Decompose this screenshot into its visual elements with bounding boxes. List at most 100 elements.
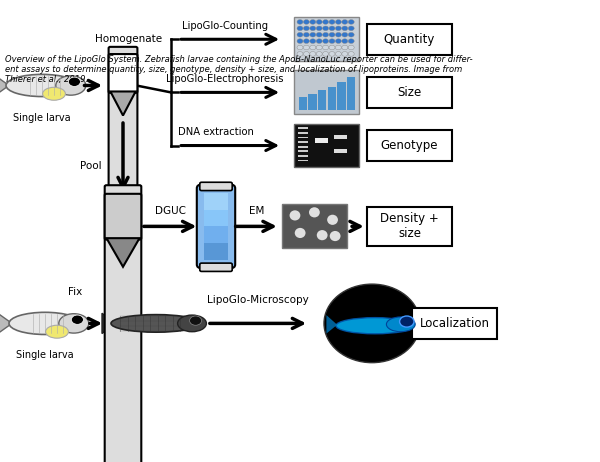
Circle shape: [310, 26, 316, 30]
FancyBboxPatch shape: [204, 210, 228, 226]
Circle shape: [348, 45, 354, 50]
Text: LipoGlo-Microscopy: LipoGlo-Microscopy: [207, 295, 309, 305]
Circle shape: [323, 19, 329, 24]
FancyBboxPatch shape: [367, 207, 452, 246]
Circle shape: [335, 32, 341, 37]
Text: Overview of the LipoGlo System. Zebrafish larvae containing the ApoB-NanoLuc rep: Overview of the LipoGlo System. Zebrafis…: [5, 55, 472, 85]
Polygon shape: [107, 238, 139, 267]
Circle shape: [329, 32, 335, 37]
Circle shape: [323, 32, 329, 37]
FancyBboxPatch shape: [200, 263, 232, 272]
Text: LipoGlo-Counting: LipoGlo-Counting: [182, 21, 268, 31]
Circle shape: [342, 39, 348, 43]
Ellipse shape: [43, 87, 65, 100]
Circle shape: [297, 39, 303, 43]
Circle shape: [310, 39, 316, 43]
Circle shape: [316, 32, 322, 37]
Text: Single larva: Single larva: [13, 113, 71, 123]
Circle shape: [316, 45, 322, 50]
Circle shape: [68, 77, 80, 86]
Circle shape: [329, 52, 335, 56]
Circle shape: [297, 45, 303, 50]
FancyBboxPatch shape: [308, 93, 317, 110]
Circle shape: [348, 26, 354, 30]
Circle shape: [310, 32, 316, 37]
FancyBboxPatch shape: [200, 182, 232, 190]
FancyBboxPatch shape: [298, 127, 308, 129]
Polygon shape: [110, 91, 136, 116]
Circle shape: [310, 52, 316, 56]
Ellipse shape: [178, 315, 206, 332]
Text: Quantity: Quantity: [384, 33, 435, 46]
Polygon shape: [0, 312, 12, 335]
FancyBboxPatch shape: [334, 149, 347, 152]
Circle shape: [323, 52, 329, 56]
Ellipse shape: [59, 314, 89, 333]
Text: Fix: Fix: [68, 286, 82, 297]
Circle shape: [348, 19, 354, 24]
Circle shape: [400, 316, 414, 327]
FancyBboxPatch shape: [109, 54, 137, 93]
Circle shape: [323, 45, 329, 50]
Circle shape: [310, 19, 316, 24]
FancyBboxPatch shape: [109, 47, 137, 462]
FancyBboxPatch shape: [298, 155, 308, 157]
Circle shape: [342, 19, 348, 24]
Circle shape: [71, 315, 83, 324]
FancyBboxPatch shape: [334, 135, 347, 139]
Ellipse shape: [295, 228, 305, 238]
Circle shape: [304, 45, 310, 50]
FancyBboxPatch shape: [204, 193, 228, 210]
Ellipse shape: [324, 284, 420, 363]
Circle shape: [335, 19, 341, 24]
Circle shape: [310, 45, 316, 50]
FancyBboxPatch shape: [299, 97, 307, 110]
Circle shape: [304, 32, 310, 37]
Circle shape: [329, 45, 335, 50]
FancyBboxPatch shape: [298, 132, 308, 134]
FancyBboxPatch shape: [367, 77, 452, 108]
Ellipse shape: [111, 315, 201, 332]
Polygon shape: [0, 74, 9, 97]
FancyBboxPatch shape: [367, 130, 452, 161]
Circle shape: [342, 26, 348, 30]
FancyBboxPatch shape: [318, 91, 326, 110]
FancyBboxPatch shape: [204, 243, 228, 260]
Circle shape: [329, 39, 335, 43]
Text: Single larva: Single larva: [16, 350, 74, 360]
Circle shape: [348, 32, 354, 37]
Ellipse shape: [56, 76, 86, 95]
Circle shape: [348, 52, 354, 56]
Ellipse shape: [46, 325, 68, 338]
Circle shape: [297, 19, 303, 24]
Text: Density +
size: Density + size: [380, 213, 439, 240]
Circle shape: [323, 39, 329, 43]
Ellipse shape: [309, 207, 320, 218]
Circle shape: [190, 316, 202, 325]
Ellipse shape: [327, 215, 338, 225]
Circle shape: [297, 32, 303, 37]
FancyBboxPatch shape: [197, 184, 235, 268]
Text: Homogenate: Homogenate: [95, 34, 163, 44]
Ellipse shape: [6, 74, 78, 97]
Circle shape: [329, 19, 335, 24]
Circle shape: [335, 52, 341, 56]
Polygon shape: [102, 313, 115, 334]
FancyBboxPatch shape: [282, 204, 347, 249]
Circle shape: [323, 26, 329, 30]
Circle shape: [304, 52, 310, 56]
FancyBboxPatch shape: [298, 159, 308, 162]
Circle shape: [297, 26, 303, 30]
Ellipse shape: [290, 210, 301, 220]
Circle shape: [335, 26, 341, 30]
Circle shape: [335, 39, 341, 43]
Text: Genotype: Genotype: [381, 139, 438, 152]
Circle shape: [342, 32, 348, 37]
FancyBboxPatch shape: [104, 185, 142, 462]
Text: DNA extraction: DNA extraction: [178, 127, 254, 137]
Circle shape: [304, 39, 310, 43]
Text: LipoGlo-Electrophoresis: LipoGlo-Electrophoresis: [166, 74, 284, 84]
FancyBboxPatch shape: [294, 71, 359, 115]
FancyBboxPatch shape: [328, 87, 336, 110]
Circle shape: [348, 39, 354, 43]
